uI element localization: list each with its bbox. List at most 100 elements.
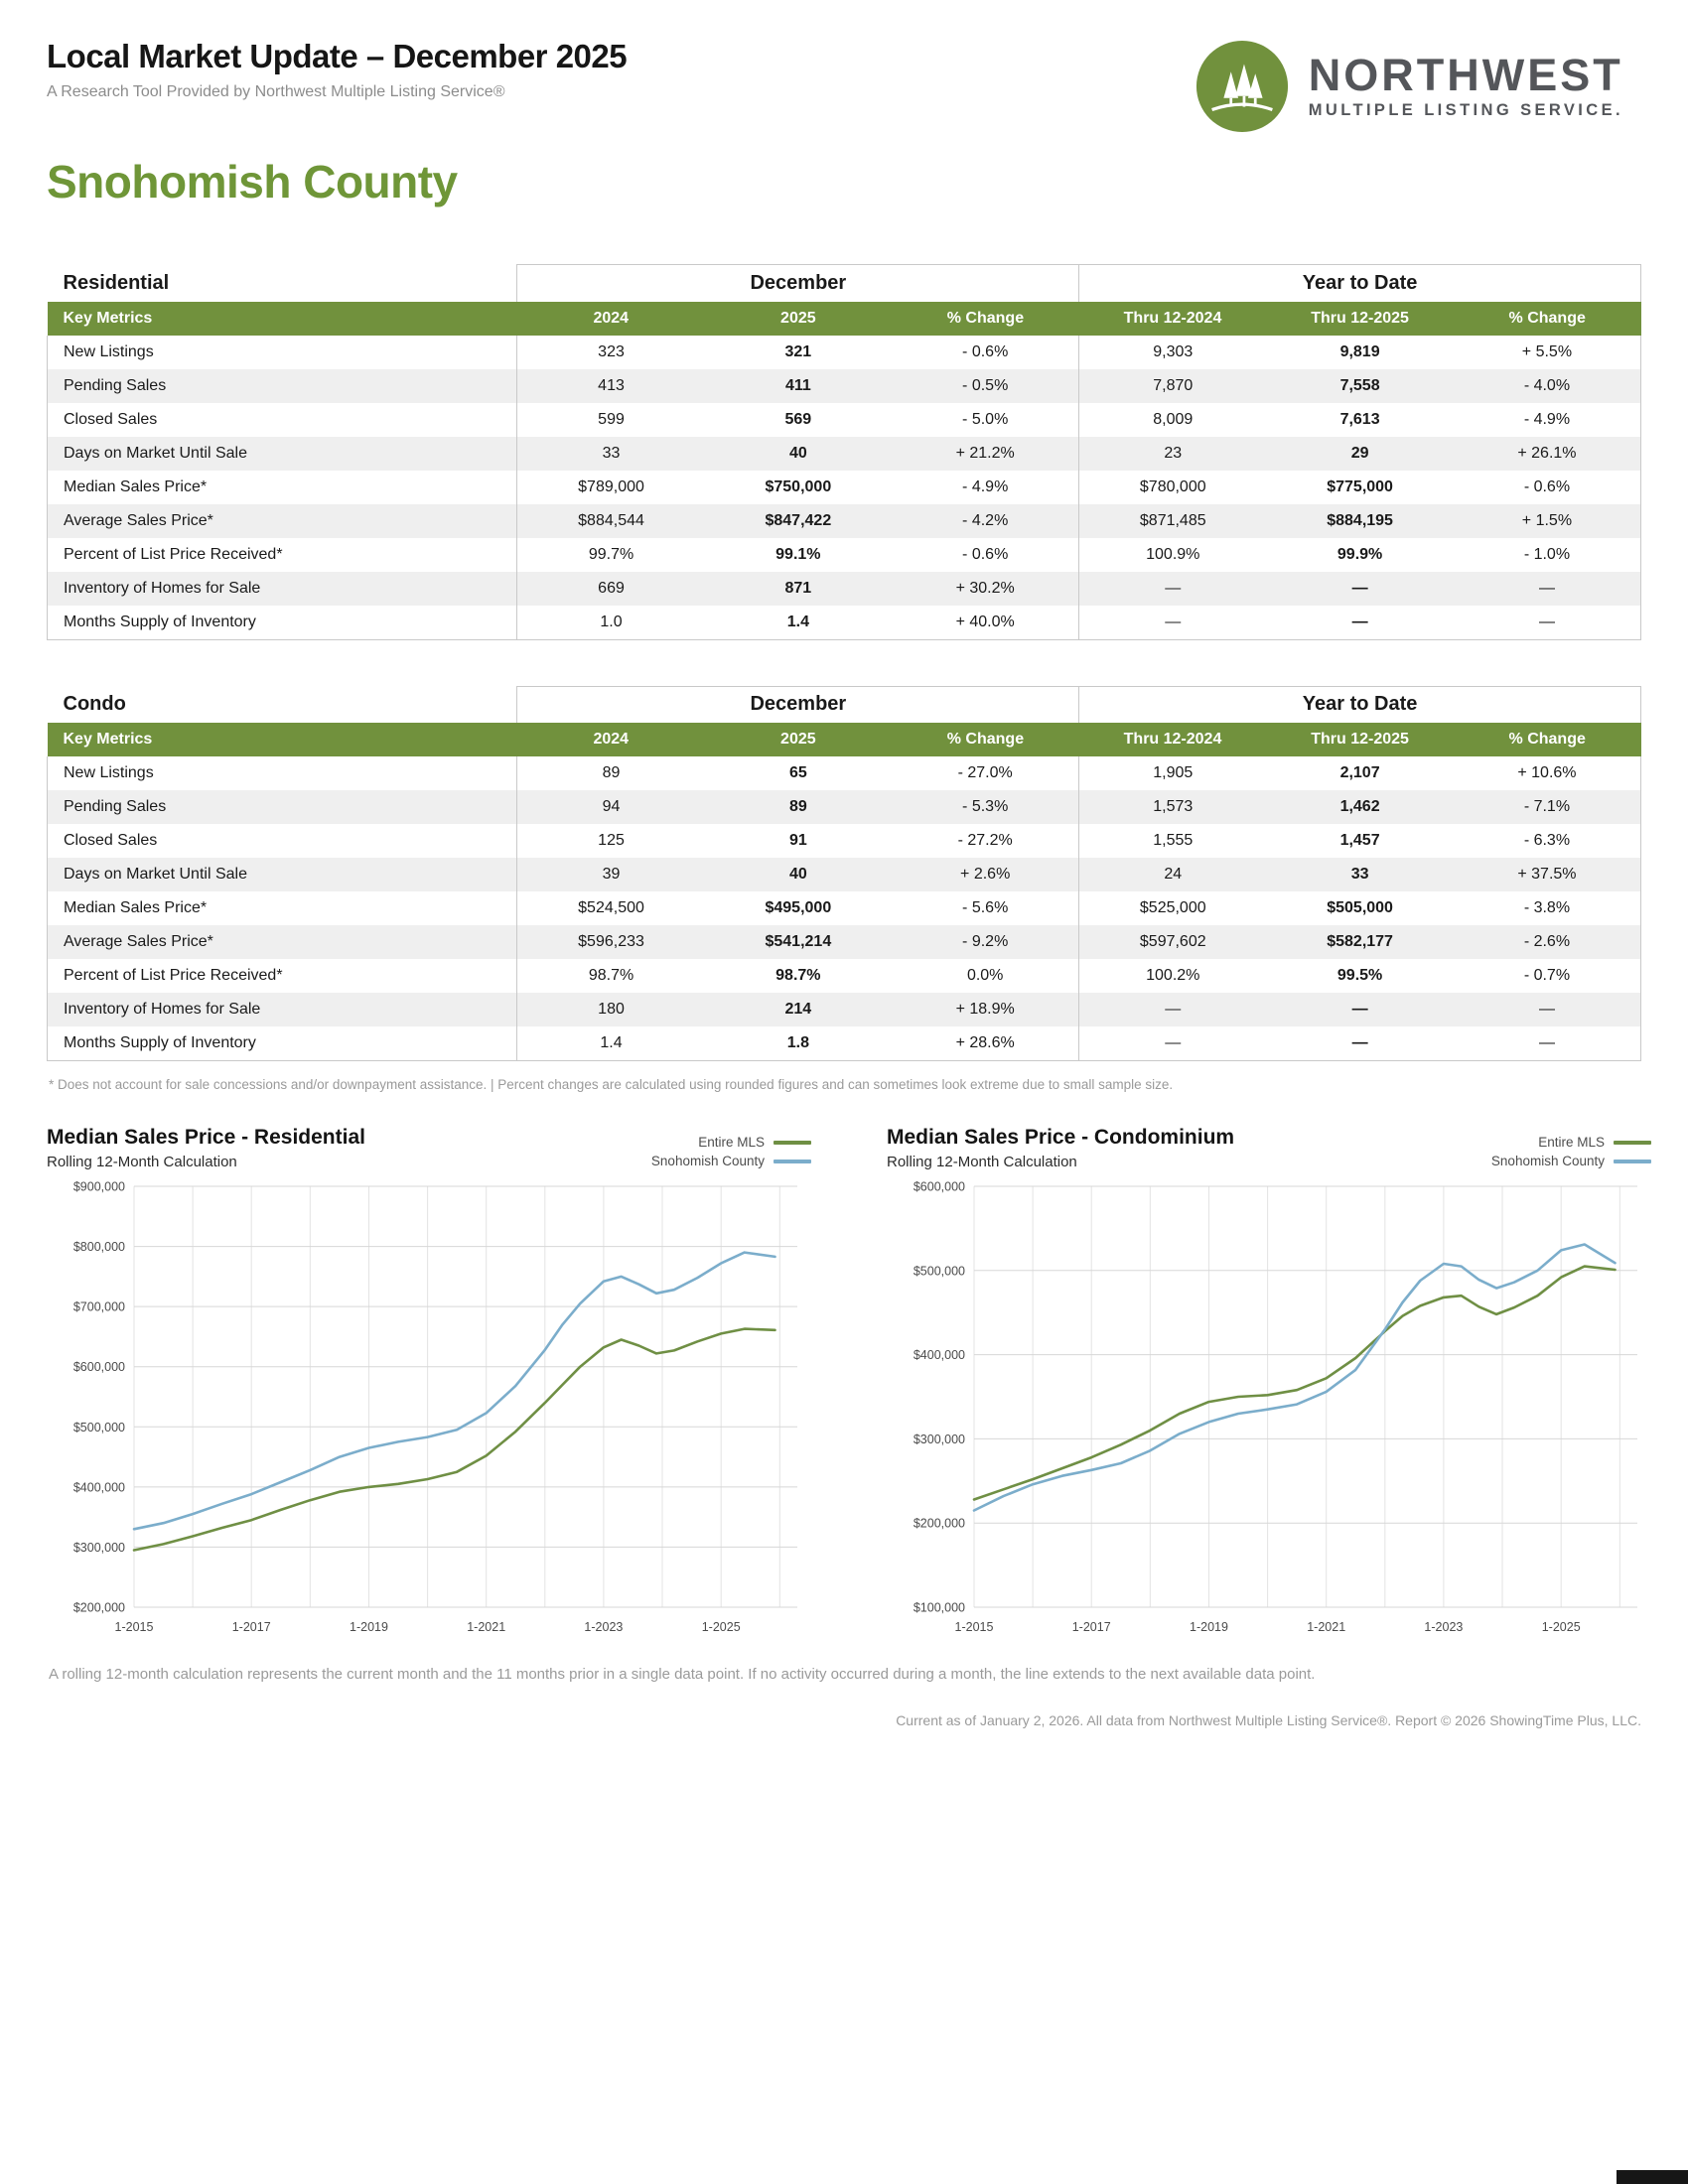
metric-value: 323 — [516, 335, 705, 369]
metric-label: Percent of List Price Received* — [46, 959, 517, 993]
residential-metrics-table: Residential December Year to Date Key Metri… — [46, 264, 1641, 640]
table-row: Inventory of Homes for Sale 669 871 + 30.2%… — [46, 571, 1641, 606]
metric-value: + 37.5% — [1453, 858, 1641, 891]
table-row: Percent of List Price Received* 98.7% 98.7… — [46, 959, 1641, 993]
metric-value: $871,485 — [1078, 503, 1267, 538]
metric-label: New Listings — [46, 335, 517, 369]
svg-text:1-2023: 1-2023 — [584, 1620, 623, 1634]
metric-value: $789,000 — [516, 470, 705, 504]
column-header: 2025 — [704, 301, 893, 336]
metric-value: — — [1453, 993, 1641, 1026]
metric-value: + 5.5% — [1453, 335, 1641, 369]
metric-value: - 4.2% — [962, 511, 1009, 529]
metric-value: $780,000 — [1078, 470, 1267, 504]
group-header-december: December — [516, 264, 1080, 302]
table-row: Days on Market Until Sale 33 40 + 21.2% 23 29… — [46, 436, 1641, 471]
metric-value: $847,422 — [765, 511, 832, 529]
metric-value: 214 — [784, 1001, 812, 1018]
metric-value: — — [1078, 993, 1267, 1026]
report-header: Local Market Update – December 2025 A Re… — [47, 38, 1641, 135]
chart-title: Median Sales Price - Residential — [47, 1126, 365, 1149]
metric-value: + 10.6% — [1453, 756, 1641, 790]
table-row: Average Sales Price* $884,544 $847,422 - 4.… — [46, 503, 1641, 538]
metric-value: - 27.0% — [957, 764, 1013, 781]
metric-value: $597,602 — [1078, 925, 1267, 959]
metric-value: - 4.0% — [1453, 368, 1641, 403]
svg-text:$400,000: $400,000 — [914, 1348, 965, 1362]
metric-value: $750,000 — [765, 478, 832, 495]
legend-item-entire-mls: Entire MLS — [1491, 1135, 1651, 1150]
metric-value: 99.9% — [1336, 545, 1383, 563]
metric-value: $596,233 — [516, 925, 705, 959]
metric-value: 24 — [1078, 858, 1267, 891]
chart-title: Median Sales Price - Condominium — [887, 1126, 1235, 1149]
metric-value: 65 — [788, 764, 807, 781]
metric-value: 125 — [516, 824, 705, 858]
chart-footnote: A rolling 12-month calculation represent… — [49, 1666, 1316, 1683]
metric-value: 23 — [1078, 436, 1267, 471]
column-header: % Change — [892, 723, 1079, 756]
metric-value: — — [1453, 571, 1641, 606]
report-title: Local Market Update – December 2025 — [47, 38, 628, 74]
column-header: 2024 — [516, 723, 705, 756]
legend-item-entire-mls: Entire MLS — [651, 1135, 811, 1150]
metric-value: - 0.6% — [962, 342, 1009, 360]
condo-metrics-table: Condo December Year to Date Key Metrics 2024… — [46, 685, 1641, 1062]
svg-text:$200,000: $200,000 — [914, 1517, 965, 1531]
metric-value: 99.7% — [516, 537, 705, 572]
svg-text:$600,000: $600,000 — [73, 1360, 125, 1374]
legend-label: Snohomish County — [650, 1154, 765, 1168]
svg-text:$700,000: $700,000 — [73, 1300, 125, 1314]
metric-value: + 1.5% — [1453, 503, 1641, 538]
svg-text:$500,000: $500,000 — [73, 1421, 125, 1434]
chart-condominium-titles: Median Sales Price - Condominium Rolling… — [887, 1126, 1234, 1170]
svg-text:$300,000: $300,000 — [73, 1541, 125, 1555]
metric-label: Median Sales Price* — [46, 470, 517, 504]
legend-swatch — [1614, 1159, 1651, 1163]
metric-value: — — [1351, 1001, 1368, 1018]
legend-swatch — [1614, 1140, 1651, 1145]
svg-text:$900,000: $900,000 — [73, 1180, 125, 1194]
metric-value: - 3.8% — [1453, 891, 1641, 925]
nwmls-logo: NORTHWEST MULTIPLE LISTING SERVICE. — [1194, 38, 1623, 135]
column-header: Key Metrics — [47, 301, 517, 336]
table-name: Residential — [47, 264, 517, 302]
metric-value: 1.4 — [704, 605, 893, 640]
metric-value: 2,107 — [1339, 764, 1380, 781]
table-row: Pending Sales 94 89 - 5.3% 1,573 1,462 - 7.1% — [46, 790, 1641, 824]
metric-value: - 6.3% — [1453, 824, 1641, 858]
metric-value: — — [1351, 579, 1368, 597]
metric-value: $505,000 — [1327, 899, 1393, 916]
metric-value: 669 — [516, 571, 705, 606]
metric-label: Days on Market Until Sale — [46, 436, 517, 471]
metric-value: 33 — [516, 436, 705, 471]
nwmls-logo-text: NORTHWEST MULTIPLE LISTING SERVICE. — [1309, 53, 1623, 120]
metric-value: 7,870 — [1078, 368, 1267, 403]
metric-value: 599 — [516, 402, 705, 437]
metric-value: 413 — [516, 368, 705, 403]
chart-condominium: Median Sales Price - Condominium Rolling… — [887, 1126, 1651, 1646]
chart-subtitle: Rolling 12-Month Calculation — [47, 1154, 237, 1170]
metric-value: $884,195 — [1327, 511, 1393, 529]
charts-section: Median Sales Price - Residential Rolling… — [47, 1126, 1651, 1646]
metric-value: 321 — [784, 342, 812, 360]
metric-value: 1,457 — [1339, 832, 1380, 849]
metric-value: - 0.6% — [962, 545, 1009, 563]
metric-value: + 18.9% — [955, 1001, 1015, 1018]
metric-label: New Listings — [46, 756, 517, 790]
metric-value: 98.7% — [775, 967, 821, 984]
metric-value: - 0.6% — [1453, 470, 1641, 504]
column-header: Thru 12-2024 — [1078, 301, 1267, 336]
column-header: % Change — [1453, 723, 1641, 756]
svg-text:1-2021: 1-2021 — [1307, 1620, 1345, 1634]
group-header-ytd: Year to Date — [1078, 685, 1641, 723]
chart-residential-titles: Median Sales Price - Residential Rolling… — [47, 1126, 365, 1170]
metric-value: 8,009 — [1078, 402, 1267, 437]
metric-value: 94 — [516, 790, 705, 824]
table-row: Days on Market Until Sale 39 40 + 2.6% 24 33 +… — [46, 858, 1641, 891]
metric-value: - 9.2% — [962, 933, 1009, 950]
svg-text:$400,000: $400,000 — [73, 1480, 125, 1494]
column-header-row: Key Metrics 2024 2025% Change Thru 12-2024 T… — [47, 723, 1641, 756]
metric-value: 1.8 — [704, 1026, 893, 1061]
logo-mls-text: MULTIPLE LISTING SERVICE. — [1308, 101, 1623, 119]
